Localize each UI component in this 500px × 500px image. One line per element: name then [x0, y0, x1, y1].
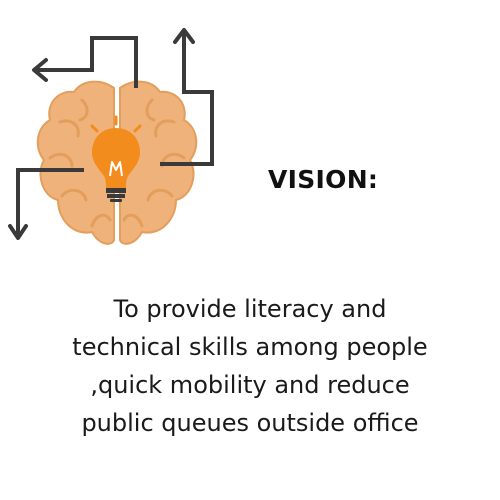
brain-lightbulb-icon	[8, 28, 214, 245]
vision-statement-line: ,quick mobility and reduce	[90, 371, 410, 399]
arrow-up-icon	[160, 28, 214, 166]
brain-right-hemisphere	[119, 80, 198, 245]
vision-heading: VISION:	[268, 165, 379, 194]
arrow-left-icon	[32, 36, 138, 88]
brain-left-hemisphere	[36, 80, 115, 245]
vision-statement-line: technical skills among people	[72, 333, 428, 361]
vision-statement-line: To provide literacy and	[113, 295, 387, 323]
lightbulb-icon	[90, 115, 142, 202]
vision-statement-line: public queues outside office	[81, 409, 419, 437]
vision-statement: To provide literacy and technical skills…	[20, 290, 480, 442]
arrow-down-icon	[8, 168, 84, 240]
